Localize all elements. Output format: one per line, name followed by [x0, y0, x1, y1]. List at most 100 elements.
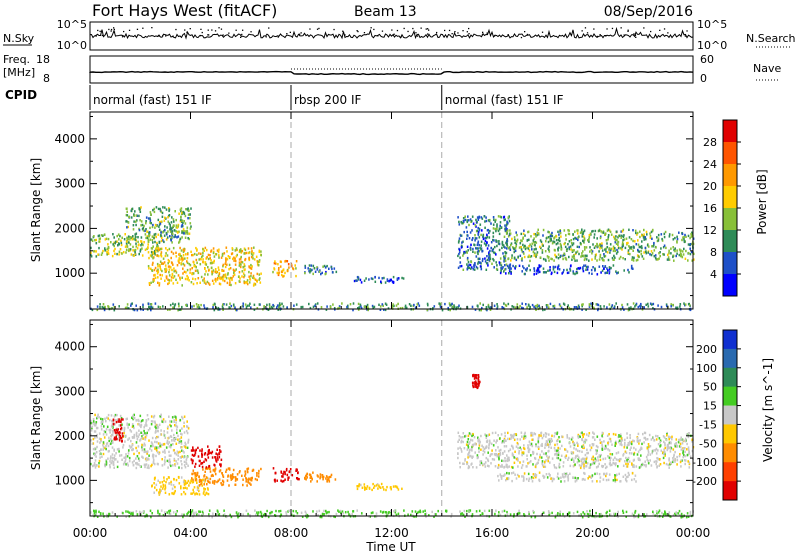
power-colorbar-tick-label: 16: [703, 202, 717, 215]
cpid-label: CPID: [5, 88, 37, 102]
velocity-colorbar-swatch: [723, 405, 737, 425]
cpid-segment-label: rbsp 200 IF: [294, 93, 361, 107]
nsky-label: N.Sky: [3, 32, 35, 45]
power-colorbar-tick-label: 12: [703, 224, 717, 237]
velocity-colorbar-tick-label: -200: [692, 475, 717, 488]
power-colorbar-swatch: [723, 142, 737, 165]
power-colorbar-tick-label: 8: [710, 246, 717, 259]
y-tick-label: 1000: [54, 266, 85, 280]
freq-line: [89, 70, 694, 76]
power-region: [90, 302, 692, 312]
power-colorbar-swatch: [723, 186, 737, 209]
y-tick-label: 1000: [54, 473, 85, 487]
y-tick-label: 4000: [54, 132, 85, 146]
time-axis: 00:00 04:00 08:00 12:00 16:00 20:00 00:00: [73, 112, 711, 540]
date-label: 08/Sep/2016: [604, 4, 693, 20]
nsearch-dots: [95, 27, 688, 39]
power-region: [353, 275, 405, 285]
power-region: [90, 232, 162, 258]
plot-title: Fort Hays West (fitACF): [92, 1, 277, 20]
beam-label: Beam 13: [354, 4, 417, 20]
x-tick-label: 12:00: [374, 526, 409, 540]
power-colorbar-swatch: [723, 274, 737, 297]
velocity-colorbar-swatch: [723, 481, 737, 501]
freq-label: Freq.: [3, 53, 30, 66]
y-tick-label: 2000: [54, 221, 85, 235]
velocity-colorbar-tick-label: 200: [696, 343, 717, 356]
velocity-panel: 1000 2000 3000 4000 Slant Range [km] 200 100…: [29, 319, 775, 519]
power-colorbar-swatch: [723, 230, 737, 253]
power-colorbar-tick-label: 28: [703, 136, 717, 149]
power-region: [125, 206, 192, 244]
velocity-colorbar-tick-label: 100: [696, 362, 717, 375]
power-region: [504, 228, 695, 263]
nave-tick-high: 60: [700, 53, 714, 66]
velocity-colorbar-tick-label: 50: [703, 381, 717, 394]
velocity-colorbar-frame: [722, 329, 738, 501]
velocity-ylabel: Slant Range [km]: [29, 366, 43, 470]
power-colorbar-swatch: [723, 120, 737, 143]
velocity-region: [304, 471, 337, 483]
x-tick-label: 20:00: [575, 526, 610, 540]
nsearch-tick-low: 10^0: [697, 39, 727, 52]
power-colorbar-tick-label: 4: [710, 268, 717, 281]
power-region: [147, 246, 262, 287]
nsky-tick-high: 10^5: [57, 18, 87, 31]
velocity-colorbar-swatch: [723, 348, 737, 369]
power-colorbar-tick-label: 24: [703, 158, 717, 171]
nsky-tick-low: 10^0: [57, 39, 87, 52]
x-tick-label: 00:00: [73, 526, 108, 540]
velocity-colorbar-swatch: [723, 424, 737, 444]
nsearch-label: N.Search: [746, 32, 796, 45]
power-region: [272, 259, 298, 278]
velocity-region: [151, 475, 210, 497]
x-tick-label: 16:00: [475, 526, 510, 540]
x-tick-label: 00:00: [676, 526, 711, 540]
velocity-colorbar-label: Velocity [m s^-1]: [761, 358, 775, 462]
velocity-region: [190, 445, 223, 469]
y-tick-label: 3000: [54, 384, 85, 398]
cpid-panel: CPID normal (fast) 151 IF rbsp 200 IF norm…: [5, 85, 564, 110]
nsky-panel: N.Sky 10^5 10^0 10^5 10^0 N.Search: [3, 18, 796, 52]
velocity-region: [272, 467, 300, 483]
velocity-colorbar-tick-label: 15: [703, 400, 717, 413]
power-colorbar-label: Power [dB]: [755, 169, 769, 234]
x-tick-label: 04:00: [173, 526, 208, 540]
freq-unit: [MHz]: [3, 66, 35, 79]
nave-tick-low: 0: [700, 72, 707, 85]
freq-panel: Freq. [MHz] 18 8 60 0 Nave: [3, 53, 781, 85]
xaxis-label: Time UT: [365, 540, 416, 554]
velocity-colorbar-swatch: [723, 462, 737, 482]
velocity-region: [471, 373, 481, 390]
power-panel: 1000 2000 3000 4000 Slant Range [km] 28 24 20…: [29, 111, 769, 312]
velocity-region: [112, 418, 124, 443]
velocity-colorbar-swatch: [723, 330, 737, 350]
velocity-colorbar-swatch: [723, 443, 737, 463]
velocity-colorbar-swatch: [723, 386, 737, 406]
y-tick-label: 4000: [54, 340, 85, 354]
velocity-region: [497, 471, 637, 483]
freq-tick-low: 8: [43, 72, 50, 85]
power-colorbar-tick-label: 20: [703, 180, 717, 193]
velocity-colorbar-tick-label: -100: [692, 456, 717, 469]
nsearch-tick-high: 10^5: [697, 18, 727, 31]
velocity-region: [191, 467, 262, 487]
power-region: [499, 264, 634, 276]
cpid-segment-label: normal (fast) 151 IF: [93, 93, 212, 107]
freq-tick-high: 18: [36, 53, 50, 66]
cpid-segment-label: normal (fast) 151 IF: [445, 93, 564, 107]
power-region: [457, 215, 512, 272]
velocity-region: [356, 482, 403, 492]
x-tick-label: 08:00: [274, 526, 309, 540]
velocity-colorbar-swatch: [723, 367, 737, 387]
y-tick-label: 2000: [54, 429, 85, 443]
nsky-line: [89, 26, 694, 40]
velocity-colorbar-tick-label: -50: [699, 437, 717, 450]
power-region: [304, 264, 338, 276]
power-colorbar-swatch: [723, 164, 737, 187]
y-tick-label: 3000: [54, 177, 85, 191]
power-colorbar-swatch: [723, 208, 737, 231]
velocity-colorbar-tick-label: -15: [699, 418, 717, 431]
velocity-region: [457, 431, 695, 470]
